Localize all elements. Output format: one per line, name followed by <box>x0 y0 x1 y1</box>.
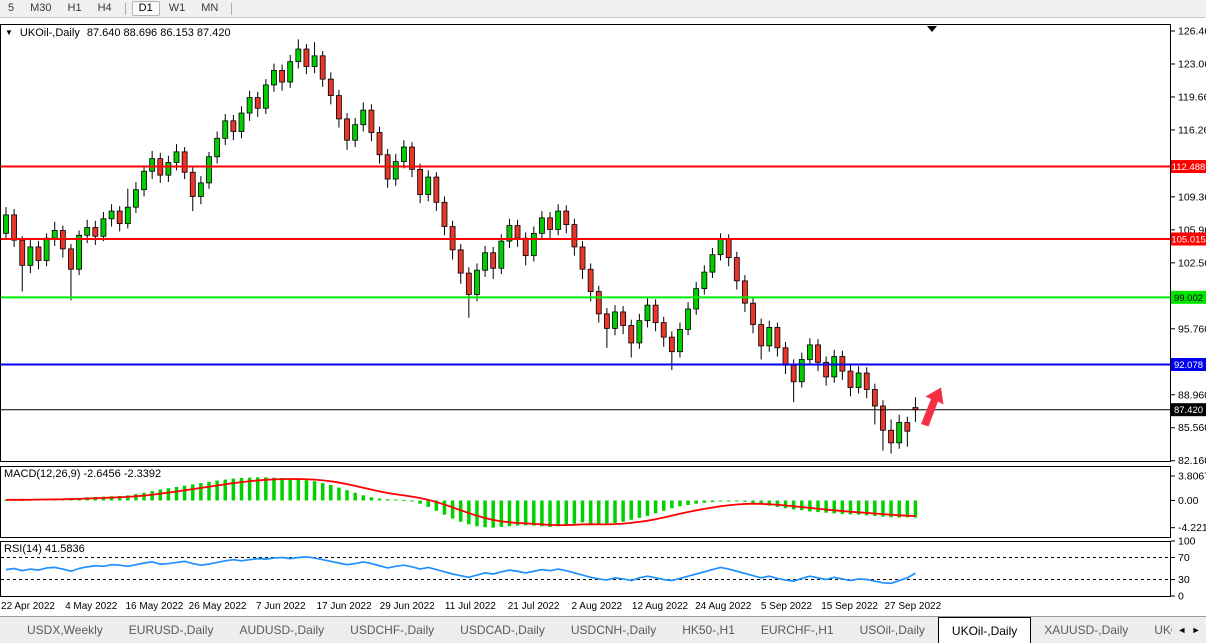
tab-usdcnh-daily[interactable]: USDCNH-,Daily <box>570 623 657 637</box>
svg-text:99.002: 99.002 <box>1174 293 1203 304</box>
price-tag-87.420: 87.420 <box>1171 403 1206 417</box>
macd-signal-line <box>5 478 916 527</box>
price-tag-99.002: 99.002 <box>1171 290 1206 304</box>
timeframe-button-mn[interactable]: MN <box>201 2 219 14</box>
timeframe-button-h1[interactable]: H1 <box>67 2 82 14</box>
svg-text:11 Jul 2022: 11 Jul 2022 <box>445 601 496 612</box>
svg-text:109.360: 109.360 <box>1178 191 1206 203</box>
tab-usoil-daily[interactable]: USOil-,Daily <box>859 623 925 637</box>
chart-shift-marker-icon[interactable] <box>927 26 937 32</box>
svg-text:-4.221: -4.221 <box>1178 522 1206 534</box>
tab-usdchf-daily[interactable]: USDCHF-,Daily <box>350 623 435 637</box>
tab-eurusd-daily[interactable]: EURUSD-,Daily <box>128 623 214 637</box>
svg-text:123.060: 123.060 <box>1178 58 1206 70</box>
tab-usdx-weekly[interactable]: USDX,Weekly <box>27 623 103 637</box>
date-axis: 22 Apr 2022 4 May 2022 16 May 2022 26 May 2… <box>1 601 942 612</box>
svg-text:2 Aug 2022: 2 Aug 2022 <box>571 601 622 612</box>
rsi-axis: 100 70 30 0 <box>1170 536 1196 603</box>
timeframe-button-w1[interactable]: W1 <box>168 2 186 14</box>
svg-text:88.960: 88.960 <box>1178 389 1206 401</box>
timeframe-button-m30[interactable]: M30 <box>30 2 52 14</box>
timeframe-button-h4[interactable]: H4 <box>97 2 112 14</box>
svg-text:95.760: 95.760 <box>1178 323 1206 335</box>
collapse-triangle-icon[interactable]: ▼ <box>5 27 13 37</box>
tab-eurchf-h1[interactable]: EURCHF-,H1 <box>760 623 834 637</box>
tab-ukoil-daily[interactable]: UKOil-,Daily <box>937 617 1032 643</box>
macd-panel <box>0 466 1171 538</box>
svg-text:116.260: 116.260 <box>1178 124 1206 136</box>
svg-text:27 Sep 2022: 27 Sep 2022 <box>884 601 941 612</box>
svg-text:17 Jun 2022: 17 Jun 2022 <box>316 601 371 612</box>
tab-hk50-h1[interactable]: HK50-,H1 <box>682 623 735 637</box>
svg-text:29 Jun 2022: 29 Jun 2022 <box>380 601 435 612</box>
svg-text:82.160: 82.160 <box>1178 455 1206 467</box>
candlestick-series <box>3 39 919 454</box>
svg-text:24 Aug 2022: 24 Aug 2022 <box>695 601 752 612</box>
svg-text:119.660: 119.660 <box>1178 91 1206 103</box>
svg-text:85.560: 85.560 <box>1178 422 1206 434</box>
svg-text:30: 30 <box>1178 574 1190 586</box>
macd-indicator-label: MACD(12,26,9) -2.6456 -2.3392 <box>4 468 162 480</box>
svg-text:87.420: 87.420 <box>1174 405 1203 416</box>
rsi-panel <box>0 541 1171 597</box>
tab-scroll-right-button[interactable]: ► <box>1191 625 1201 635</box>
svg-text:0: 0 <box>1178 591 1184 603</box>
svg-text:26 May 2022: 26 May 2022 <box>189 601 247 612</box>
toolbar-separator <box>231 2 233 15</box>
svg-text:100: 100 <box>1178 536 1196 548</box>
tab-scroll-left-button[interactable]: ◄ <box>1177 625 1187 635</box>
svg-text:21 Jul 2022: 21 Jul 2022 <box>508 601 560 612</box>
chart-header: ▼ UKOil-,Daily 87.640 88.696 86.153 87.4… <box>5 27 231 39</box>
svg-text:102.560: 102.560 <box>1178 257 1206 269</box>
tab-audusd-daily[interactable]: AUDUSD-,Daily <box>239 623 325 637</box>
chart-symbol-label: UKOil-,Daily <box>19 27 80 39</box>
svg-text:126.460: 126.460 <box>1178 26 1206 38</box>
timeframe-button-d1[interactable]: D1 <box>131 1 160 16</box>
up-arrow-object[interactable] <box>921 387 944 427</box>
timeframe-toolbar: 5 M30 H1 H4 D1 W1 MN <box>0 0 1206 18</box>
svg-text:3.8067: 3.8067 <box>1178 470 1206 482</box>
timeframe-button-5[interactable]: 5 <box>8 2 15 14</box>
macd-axis: 3.8067 0.00 -4.221 <box>1170 470 1206 534</box>
svg-text:70: 70 <box>1178 552 1190 564</box>
rsi-indicator-label: RSI(14) 41.5836 <box>4 543 85 555</box>
toolbar-separator <box>124 2 126 15</box>
chart-canvas[interactable]: 126.460123.060119.660116.260109.360105.9… <box>0 18 1206 615</box>
svg-text:5 Sep 2022: 5 Sep 2022 <box>761 601 813 612</box>
tab-xauusd-daily[interactable]: XAUUSD-,Daily <box>1044 623 1129 637</box>
price-axis: 126.460123.060119.660116.260109.360105.9… <box>1170 26 1206 467</box>
svg-text:22 Apr 2022: 22 Apr 2022 <box>1 601 55 612</box>
chart-ohlc-values: 87.640 88.696 86.153 87.420 <box>86 27 231 39</box>
svg-text:112.488: 112.488 <box>1172 162 1206 173</box>
macd-histogram <box>4 477 918 528</box>
price-tag-92.078: 92.078 <box>1171 358 1206 372</box>
rsi-line <box>5 556 916 585</box>
tab-scroll-arrows: ◄ ► <box>1172 617 1206 643</box>
price-panel <box>0 24 1171 462</box>
svg-text:16 May 2022: 16 May 2022 <box>125 601 183 612</box>
price-tag-105.015: 105.015 <box>1171 232 1206 246</box>
chart-svg: 126.460123.060119.660116.260109.360105.9… <box>0 24 1206 612</box>
svg-text:92.078: 92.078 <box>1174 360 1203 371</box>
svg-text:12 Aug 2022: 12 Aug 2022 <box>632 601 689 612</box>
svg-text:4 May 2022: 4 May 2022 <box>65 601 118 612</box>
svg-text:105.015: 105.015 <box>1171 235 1205 246</box>
svg-text:0.00: 0.00 <box>1178 495 1199 507</box>
symbol-tab-bar: USDX,Weekly EURUSD-,Daily AUDUSD-,Daily USD… <box>0 616 1206 643</box>
svg-text:7 Jun 2022: 7 Jun 2022 <box>256 601 306 612</box>
price-tag-112.488: 112.488 <box>1171 160 1206 174</box>
tab-usdcad-daily[interactable]: USDCAD-,Daily <box>460 623 545 637</box>
svg-text:15 Sep 2022: 15 Sep 2022 <box>821 601 878 612</box>
